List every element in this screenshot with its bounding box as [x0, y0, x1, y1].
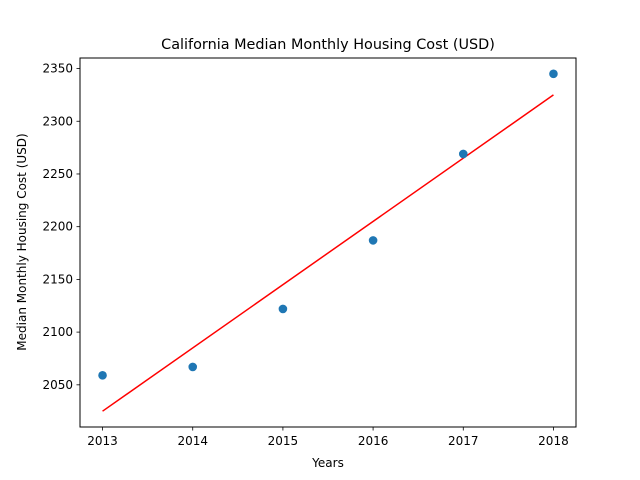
trend-line	[102, 94, 554, 412]
y-tick-label: 2200	[42, 220, 73, 234]
data-point	[278, 304, 288, 314]
x-axis-title: Years	[311, 456, 344, 470]
data-point	[98, 371, 107, 380]
x-axis: 2013 2014 2015 2016 2017 2018	[87, 427, 569, 448]
chart-title: California Median Monthly Housing Cost (…	[161, 37, 495, 53]
x-tick-label: 2015	[268, 434, 299, 448]
y-tick-label: 2050	[42, 378, 73, 392]
data-point	[368, 236, 378, 245]
trend-line-layer	[102, 94, 554, 412]
plot-area-frame	[79, 57, 577, 428]
data-point	[458, 149, 468, 159]
y-tick-label: 2150	[42, 272, 73, 286]
data-point	[549, 69, 558, 79]
scatter-points	[98, 69, 558, 380]
x-tick-label: 2014	[177, 434, 208, 448]
y-tick-label: 2100	[42, 325, 73, 339]
y-axis-title: Median Monthly Housing Cost (USD)	[15, 133, 29, 350]
y-tick-label: 2350	[42, 62, 73, 76]
y-axis: 2050 2100 2150 2200 2250 2300 2350	[42, 62, 80, 392]
data-point	[188, 362, 198, 372]
x-tick-label: 2017	[448, 434, 479, 448]
x-tick-label: 2016	[358, 434, 389, 448]
y-tick-label: 2300	[42, 114, 73, 128]
x-tick-label: 2013	[87, 434, 118, 448]
y-tick-label: 2250	[42, 167, 73, 181]
x-tick-label: 2018	[538, 434, 569, 448]
